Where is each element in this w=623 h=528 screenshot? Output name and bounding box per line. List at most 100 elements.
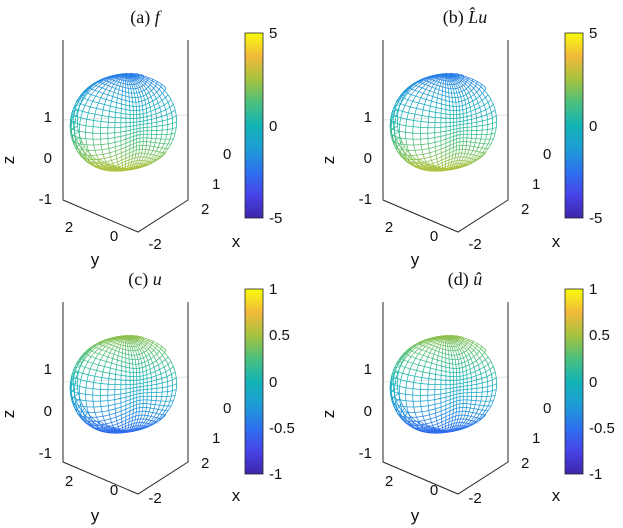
mesh-segment — [424, 169, 429, 171]
mesh-segment — [125, 126, 131, 128]
mesh-segment — [146, 86, 149, 89]
mesh-segment — [73, 376, 78, 379]
mesh-segment — [421, 87, 426, 90]
mesh-segment — [137, 428, 142, 431]
mesh-segment — [126, 337, 129, 341]
mesh-segment — [89, 101, 94, 108]
mesh-segment — [128, 75, 132, 78]
mesh-segment — [481, 130, 483, 135]
mesh-segment — [156, 387, 163, 389]
mesh-segment — [109, 352, 115, 355]
mesh-segment — [469, 142, 472, 147]
mesh-segment — [479, 147, 483, 153]
mesh-segment — [431, 158, 437, 161]
mesh-segment — [435, 78, 439, 82]
mesh-segment — [171, 394, 176, 397]
mesh-segment — [162, 386, 168, 388]
mesh-segment — [433, 78, 438, 81]
mesh-segment — [454, 80, 458, 84]
mesh-segment — [407, 88, 412, 94]
mesh-segment — [416, 108, 424, 111]
mesh-segment — [420, 121, 422, 128]
mesh-segment — [108, 82, 112, 87]
mesh-segment — [140, 343, 144, 348]
mesh-segment — [467, 162, 473, 166]
mesh-segment — [132, 153, 136, 156]
mesh-segment — [406, 144, 409, 151]
mesh-segment — [155, 375, 157, 381]
mesh-segment — [150, 111, 152, 116]
mesh-segment — [80, 98, 85, 104]
mesh-segment — [117, 97, 122, 100]
mesh-segment — [155, 113, 157, 119]
mesh-segment — [472, 80, 477, 84]
mesh-segment — [401, 141, 405, 147]
mesh-segment — [438, 76, 441, 80]
mesh-segment — [437, 166, 442, 169]
mesh-segment — [451, 77, 455, 81]
mesh-segment — [126, 431, 128, 433]
mesh-segment — [131, 160, 135, 163]
mesh-segment — [112, 423, 118, 426]
mesh-segment — [471, 154, 475, 159]
mesh-segment — [493, 133, 496, 139]
mesh-segment — [431, 167, 436, 170]
mesh-segment — [113, 340, 118, 343]
mesh-segment — [396, 95, 401, 101]
mesh-segment — [475, 111, 482, 115]
mesh-segment — [410, 84, 415, 88]
mesh-segment — [476, 156, 482, 161]
mesh-segment — [459, 109, 463, 111]
mesh-segment — [138, 75, 144, 78]
mesh-segment — [412, 139, 415, 146]
mesh-segment — [88, 112, 95, 115]
mesh-segment — [456, 83, 461, 88]
mesh-segment — [445, 156, 450, 159]
mesh-segment — [425, 81, 429, 85]
mesh-segment — [107, 399, 115, 401]
mesh-segment — [82, 111, 89, 114]
mesh-segment — [468, 157, 472, 159]
mesh-segment — [166, 129, 168, 135]
mesh-segment — [431, 80, 435, 84]
mesh-segment — [159, 355, 163, 359]
mesh-segment — [110, 363, 112, 369]
mesh-segment — [471, 159, 476, 163]
mesh-segment — [133, 163, 136, 167]
mesh-segment — [171, 374, 173, 380]
mesh-segment — [119, 77, 122, 80]
mesh-segment — [81, 353, 86, 360]
mesh-segment — [85, 349, 90, 355]
mesh-segment — [137, 425, 141, 429]
mesh-segment — [466, 81, 471, 86]
mesh-segment — [170, 138, 174, 145]
mesh-segment — [85, 125, 94, 128]
mesh-segment — [427, 143, 430, 149]
mesh-segment — [98, 78, 103, 82]
mesh-segment — [110, 105, 117, 108]
mesh-segment — [152, 98, 157, 102]
mesh-segment — [473, 102, 479, 106]
mesh-segment — [115, 346, 118, 351]
mesh-segment — [91, 85, 97, 90]
mesh-segment — [171, 109, 176, 113]
mesh-segment — [143, 88, 147, 91]
mesh-segment — [437, 93, 439, 99]
mesh-segment — [125, 129, 131, 132]
mesh-segment — [155, 107, 160, 110]
mesh-segment — [144, 83, 149, 88]
mesh-segment — [405, 150, 408, 154]
mesh-segment — [468, 154, 472, 159]
mesh-segment — [125, 427, 129, 430]
mesh-segment — [412, 96, 416, 102]
mesh-segment — [156, 345, 162, 350]
mesh-segment — [70, 394, 73, 401]
mesh-segment — [80, 149, 83, 153]
mesh-segment — [104, 104, 111, 107]
mesh-segment — [471, 117, 477, 120]
mesh-segment — [102, 414, 110, 417]
mesh-segment — [430, 77, 435, 80]
mesh-segment — [148, 84, 151, 88]
mesh-segment — [101, 410, 109, 413]
mesh-segment — [389, 126, 391, 133]
